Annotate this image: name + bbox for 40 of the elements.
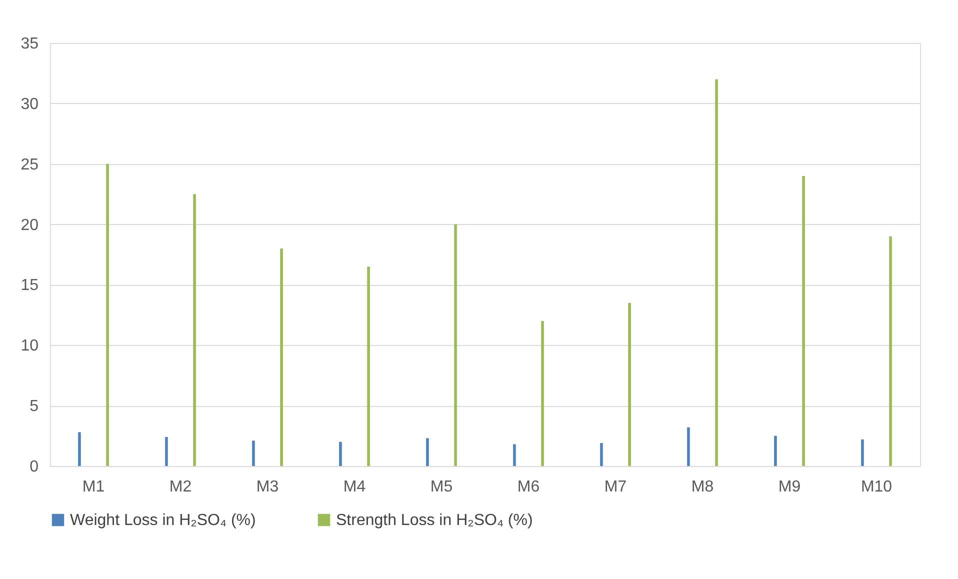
bar bbox=[600, 443, 603, 466]
legend-label: Strength Loss in H₂SO₄ (%) bbox=[336, 512, 533, 529]
bar bbox=[280, 248, 283, 466]
bar bbox=[193, 194, 196, 466]
bar bbox=[628, 302, 631, 466]
bar bbox=[367, 266, 370, 466]
bar bbox=[252, 440, 255, 466]
y-tick-label: 35 bbox=[20, 36, 39, 52]
bar bbox=[513, 444, 516, 466]
y-tick-label: 0 bbox=[30, 458, 39, 476]
bar bbox=[106, 164, 109, 466]
x-tick-label: M7 bbox=[604, 478, 627, 496]
bar bbox=[165, 436, 168, 466]
x-tick-label: M8 bbox=[691, 478, 714, 496]
y-tick-label: 30 bbox=[20, 96, 39, 113]
bar bbox=[802, 176, 805, 466]
bar bbox=[889, 236, 892, 466]
bar bbox=[454, 224, 457, 466]
bar bbox=[78, 432, 81, 466]
bar bbox=[774, 436, 777, 466]
legend-label: Weight Loss in H₂SO₄ (%) bbox=[70, 512, 256, 529]
y-tick-label: 25 bbox=[20, 156, 39, 174]
bar bbox=[861, 439, 864, 466]
x-tick-label: M10 bbox=[860, 478, 892, 496]
x-tick-label: M1 bbox=[82, 478, 105, 496]
x-tick-label: M9 bbox=[778, 478, 801, 496]
y-tick-label: 15 bbox=[20, 277, 39, 294]
x-tick-label: M2 bbox=[169, 478, 192, 496]
x-tick-label: M3 bbox=[256, 478, 279, 496]
y-tick-label: 10 bbox=[20, 338, 39, 355]
y-tick-label: 20 bbox=[20, 216, 39, 234]
bar bbox=[541, 320, 544, 466]
bar bbox=[426, 438, 429, 466]
bar bbox=[687, 427, 690, 466]
x-tick-label: M4 bbox=[343, 478, 366, 496]
y-tick-label: 5 bbox=[30, 398, 39, 416]
bar bbox=[339, 442, 342, 466]
bar bbox=[715, 79, 718, 466]
x-tick-label: M5 bbox=[430, 478, 453, 496]
x-tick-label: M6 bbox=[517, 478, 540, 496]
